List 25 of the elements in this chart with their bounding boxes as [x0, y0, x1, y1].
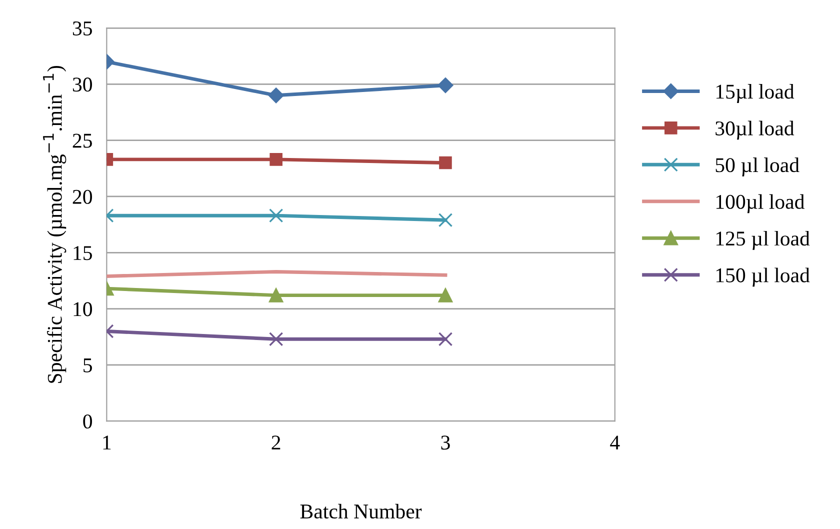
y-tick-label: 10: [74, 302, 92, 316]
point: [438, 78, 454, 94]
legend-label: 30µl load: [716, 120, 794, 140]
legend-label: 50 µl load: [716, 158, 800, 176]
point: [438, 288, 453, 302]
legend-label: 15µl load: [716, 84, 794, 103]
legend-label: 100µl load: [716, 194, 804, 214]
x-tick-label: 4: [610, 436, 620, 450]
y-tick-label: 25: [72, 134, 92, 148]
x-tick-label: 1: [103, 436, 111, 450]
point: [438, 212, 453, 228]
x-tick-label: 3: [441, 436, 450, 450]
y-tick-label: 0: [83, 414, 92, 429]
point: [438, 332, 453, 346]
y-tick-label: 30: [72, 78, 92, 92]
y-axis-title: Specific Activity (µmol.mg$^{−1}$.min$^{−1}$): [43, 66, 66, 383]
x-tick-label: 2: [272, 436, 280, 450]
y-tick-label: 35: [72, 21, 92, 36]
y-tick-label: 15: [74, 246, 92, 260]
legend-label: 125 µl load: [716, 230, 810, 250]
point: [439, 156, 452, 170]
y-tick-label: 20: [72, 190, 92, 204]
y-tick-label: 5: [84, 358, 92, 372]
x-axis-title: Batch Number: [300, 504, 422, 519]
legend-label: 150 µl load: [716, 268, 810, 287]
